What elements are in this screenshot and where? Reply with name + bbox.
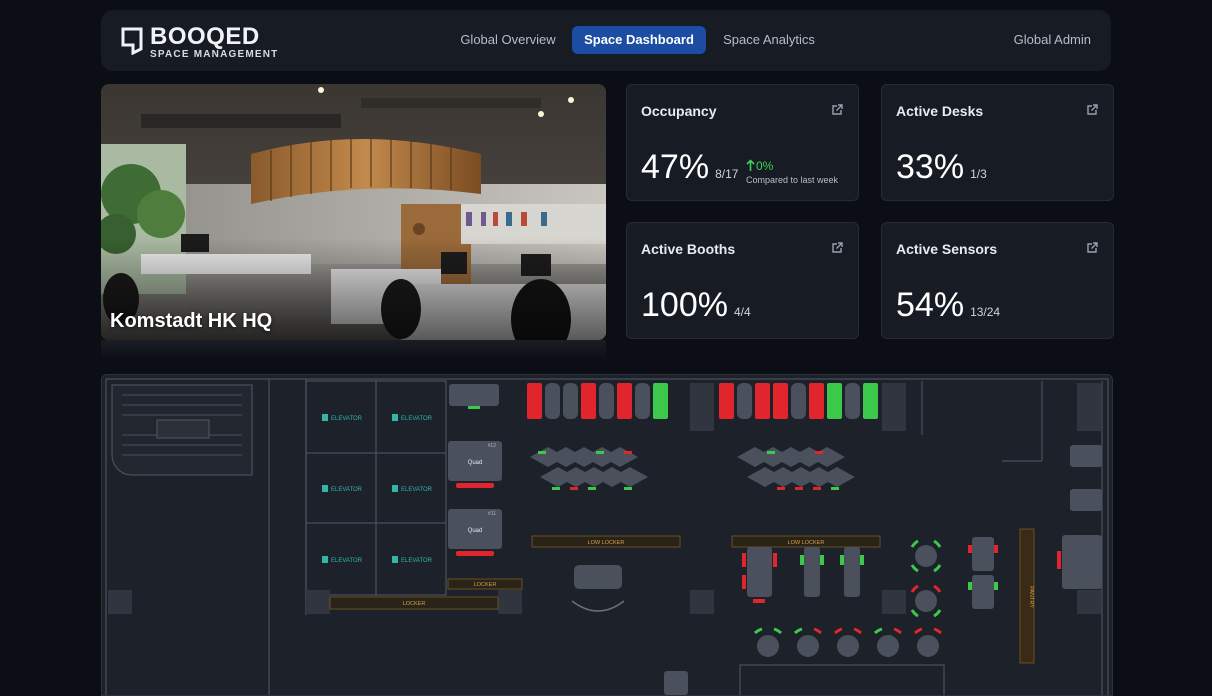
external-link-icon[interactable] xyxy=(830,103,844,117)
svg-text:LOCKER: LOCKER xyxy=(474,582,497,588)
pantry-counter xyxy=(1019,528,1035,664)
lounge-table[interactable] xyxy=(574,565,622,589)
card-title: Occupancy xyxy=(641,103,717,119)
locker-row: LOCKER LOCKER LOW LOCKER LOW LOCKER xyxy=(329,535,881,610)
external-link-icon[interactable] xyxy=(1085,241,1099,255)
booth-free[interactable] xyxy=(545,383,560,419)
quad-room[interactable]: Quad #12 xyxy=(448,441,502,488)
booth-occupied[interactable] xyxy=(719,383,734,419)
card-value: 54% 13/24 xyxy=(896,286,1001,324)
booth-small[interactable] xyxy=(449,384,499,406)
svg-text:LOCKER: LOCKER xyxy=(403,601,426,607)
elevator-label: ELEVATOR xyxy=(331,416,363,422)
svg-text:#11: #11 xyxy=(488,511,496,517)
booth-occupied[interactable] xyxy=(617,383,632,419)
table[interactable] xyxy=(972,575,994,609)
booth-row-1[interactable] xyxy=(527,383,668,419)
desk-cluster[interactable] xyxy=(530,447,648,490)
office-photo: Komstadt HK HQ xyxy=(101,84,606,340)
arrow-up-icon xyxy=(746,159,755,171)
active-booths-card[interactable]: Active Booths 100% 4/4 xyxy=(626,222,859,339)
user-menu[interactable]: Global Admin xyxy=(1013,32,1091,47)
table[interactable] xyxy=(972,537,994,571)
round-table-row[interactable] xyxy=(753,627,943,657)
meeting-table[interactable] xyxy=(844,547,860,597)
elevator-label: ELEVATOR xyxy=(331,558,363,564)
top-nav: BOOQED SPACE MANAGEMENT Global Overview … xyxy=(101,10,1111,71)
elevator-label: ELEVATOR xyxy=(401,487,433,493)
booth-occupied[interactable] xyxy=(773,383,788,419)
tab-global-overview[interactable]: Global Overview xyxy=(460,32,556,47)
active-sensors-card[interactable]: Active Sensors 54% 13/24 xyxy=(881,222,1114,339)
card-value: 33% 1/3 xyxy=(896,148,987,186)
brand-tagline: SPACE MANAGEMENT xyxy=(150,49,279,60)
tab-space-dashboard[interactable]: Space Dashboard xyxy=(572,26,706,54)
external-link-icon[interactable] xyxy=(830,241,844,255)
booth-occupied[interactable] xyxy=(527,383,542,419)
booth-available[interactable] xyxy=(827,383,842,419)
quad-room[interactable]: Quad #11 xyxy=(448,509,502,556)
booth-free[interactable] xyxy=(791,383,806,419)
meeting-table[interactable] xyxy=(804,547,820,597)
card-title: Active Sensors xyxy=(896,241,998,257)
round-table[interactable] xyxy=(910,584,942,618)
booth-free[interactable] xyxy=(635,383,650,419)
booth-free[interactable] xyxy=(563,383,578,419)
card-title: Active Booths xyxy=(641,241,736,257)
office-illustration xyxy=(101,84,606,340)
card-value: 47% 8/17 xyxy=(641,148,739,186)
card-fraction: 4/4 xyxy=(733,305,751,319)
floor-plan[interactable]: ELEVATOR ELEVATOR ELEVATOR ELEVATOR ELEV… xyxy=(101,374,1113,696)
brand-name: BOOQED xyxy=(150,23,260,50)
booth-free[interactable] xyxy=(845,383,860,419)
booth-available[interactable] xyxy=(653,383,668,419)
card-title: Active Desks xyxy=(896,103,984,119)
hero-shadow xyxy=(101,340,606,360)
occupancy-card[interactable]: Occupancy 47% 8/17 0% Compared to last we… xyxy=(626,84,859,201)
elevator-label: ELEVATOR xyxy=(401,558,433,564)
floor-plan-map[interactable]: ELEVATOR ELEVATOR ELEVATOR ELEVATOR ELEV… xyxy=(102,375,1112,695)
elevator-label: ELEVATOR xyxy=(401,416,433,422)
elevator-label: ELEVATOR xyxy=(331,487,363,493)
booth-occupied[interactable] xyxy=(755,383,770,419)
pantry-label: PANTRY xyxy=(1028,586,1034,608)
meeting-table[interactable] xyxy=(747,547,772,597)
tab-space-analytics[interactable]: Space Analytics xyxy=(723,32,815,47)
site-name: Komstadt HK HQ xyxy=(110,310,273,332)
booth-available[interactable] xyxy=(863,383,878,419)
booth-occupied[interactable] xyxy=(809,383,824,419)
round-table[interactable] xyxy=(910,539,942,573)
svg-text:Quad: Quad xyxy=(468,460,483,466)
pantry-table[interactable] xyxy=(1062,535,1102,589)
booth-occupied[interactable] xyxy=(581,383,596,419)
svg-text:Quad: Quad xyxy=(468,528,483,534)
svg-text:LOW LOCKER: LOW LOCKER xyxy=(788,540,825,546)
desk-cluster[interactable] xyxy=(737,447,855,490)
card-fraction: 1/3 xyxy=(970,167,987,181)
logo-mark-icon xyxy=(121,27,143,55)
trend-note: Compared to last week xyxy=(746,175,839,185)
booth-free[interactable] xyxy=(737,383,752,419)
svg-text:LOW LOCKER: LOW LOCKER xyxy=(588,540,625,546)
card-value: 100% 4/4 xyxy=(641,286,751,324)
external-link-icon[interactable] xyxy=(1085,103,1099,117)
booth-free[interactable] xyxy=(599,383,614,419)
trend-percent: 0% xyxy=(756,159,774,173)
card-fraction: 13/24 xyxy=(970,305,1001,319)
active-desks-card[interactable]: Active Desks 33% 1/3 xyxy=(881,84,1114,201)
booth-row-2[interactable] xyxy=(719,383,878,419)
card-fraction: 8/17 xyxy=(715,167,739,181)
booqed-logo[interactable]: BOOQED SPACE MANAGEMENT xyxy=(121,23,277,60)
svg-text:#12: #12 xyxy=(488,443,497,449)
